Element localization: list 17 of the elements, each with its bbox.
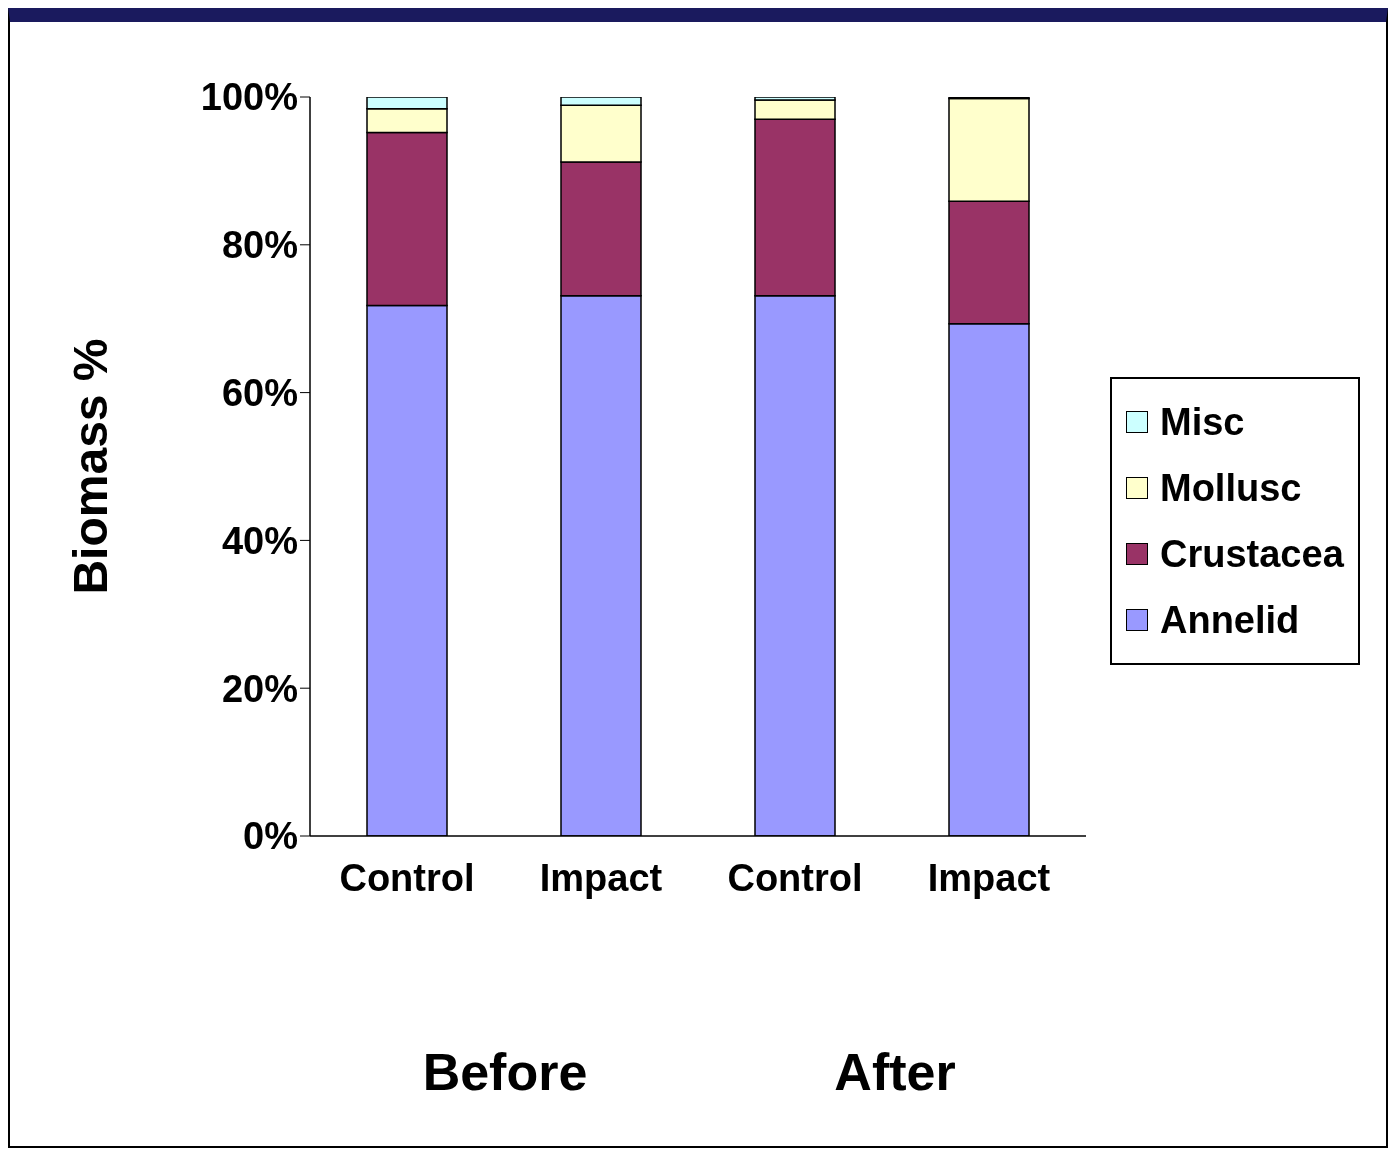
y-tick-label: 60%: [221, 372, 298, 415]
y-tick-label: 80%: [221, 224, 298, 267]
text: Before: [421, 1042, 589, 1102]
x-tick-label: Impact: [539, 856, 663, 899]
y-axis-title: Biomass %: [64, 338, 118, 595]
y-tick-label: 40%: [221, 519, 298, 562]
y-tick-label: 20%: [221, 667, 298, 710]
legend-label: Misc: [1159, 400, 1246, 445]
legend-label: Annelid: [1159, 598, 1301, 643]
x-tick-label: Impact: [927, 856, 1051, 899]
legend-label: Mollusc: [1159, 466, 1303, 511]
y-tick-label: 100%: [200, 76, 298, 119]
y-tick-label: 0%: [243, 815, 298, 858]
legend-label: Crustacea: [1159, 532, 1344, 577]
text: After: [833, 1042, 957, 1102]
x-tick-label: Control: [339, 856, 475, 899]
x-tick-label: Control: [727, 856, 863, 899]
